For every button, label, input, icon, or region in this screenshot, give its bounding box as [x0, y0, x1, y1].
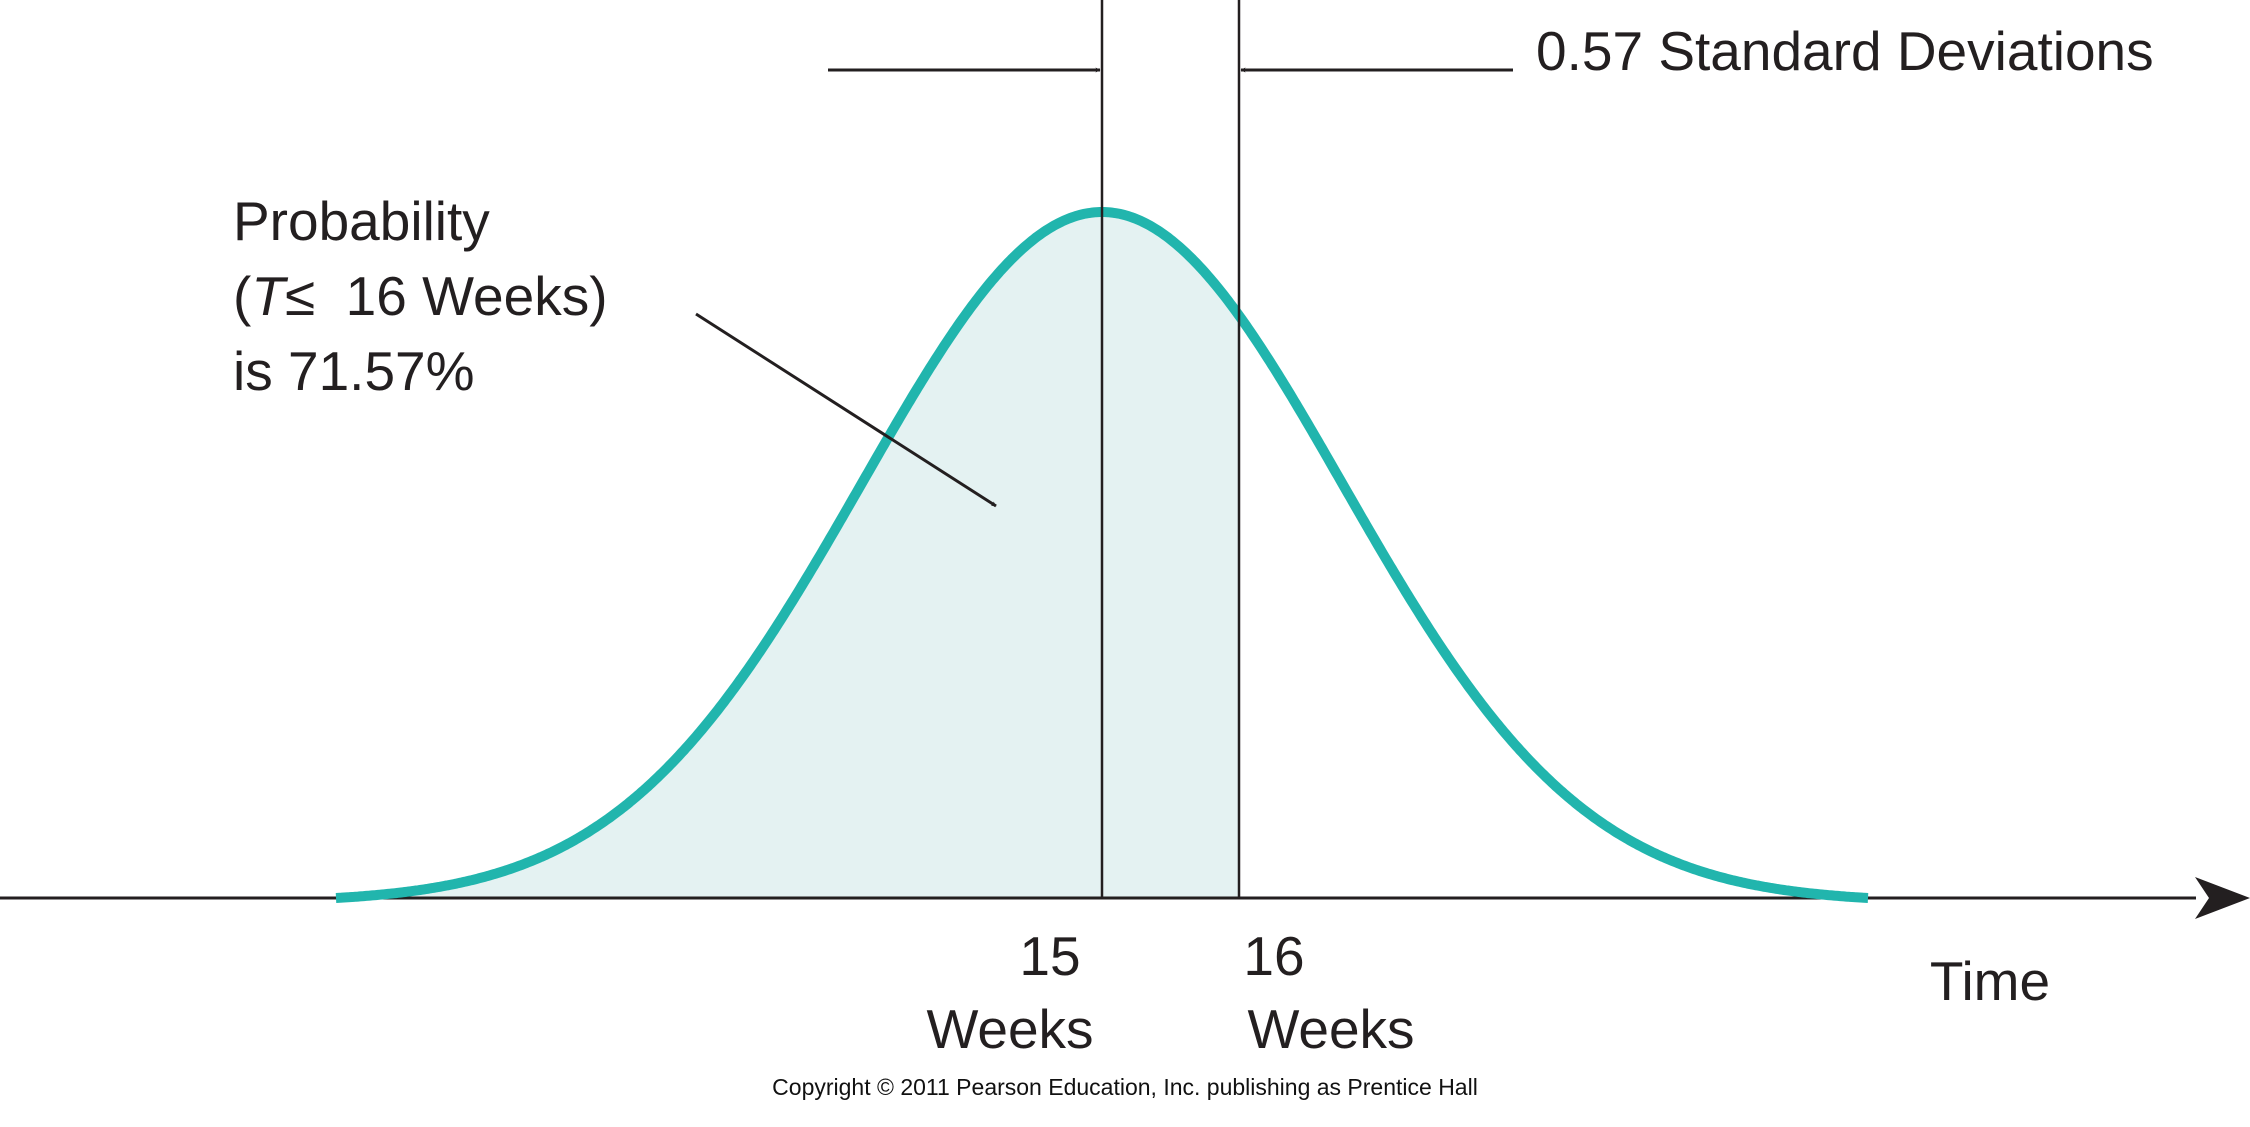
tick-label-16-unit: Weeks: [1247, 998, 1414, 1060]
probability-threshold: 16 Weeks): [315, 265, 607, 327]
std-dev-label: 0.57 Standard Deviations: [1536, 20, 2154, 82]
x-axis-label: Time: [1930, 950, 2050, 1012]
copyright-notice: Copyright © 2011 Pearson Education, Inc.…: [772, 1074, 1478, 1100]
probability-leq-symbol: ≤: [285, 265, 315, 327]
probability-label-line3: is 71.57%: [233, 340, 475, 402]
probability-pointer-arrow: [695, 312, 997, 508]
tick-label-15-unit: Weeks: [926, 998, 1093, 1060]
probability-label-line1: Probability: [233, 190, 490, 252]
probability-label-line2: (T≤ 16 Weeks): [233, 265, 608, 327]
x-axis-arrowhead: [2195, 877, 2250, 919]
probability-open-paren: (: [233, 265, 251, 327]
shaded-probability-area: [336, 212, 1239, 898]
probability-variable: T: [251, 265, 288, 327]
tick-label-15-number: 15: [1019, 925, 1080, 987]
tick-label-16-number: 16: [1243, 925, 1304, 987]
